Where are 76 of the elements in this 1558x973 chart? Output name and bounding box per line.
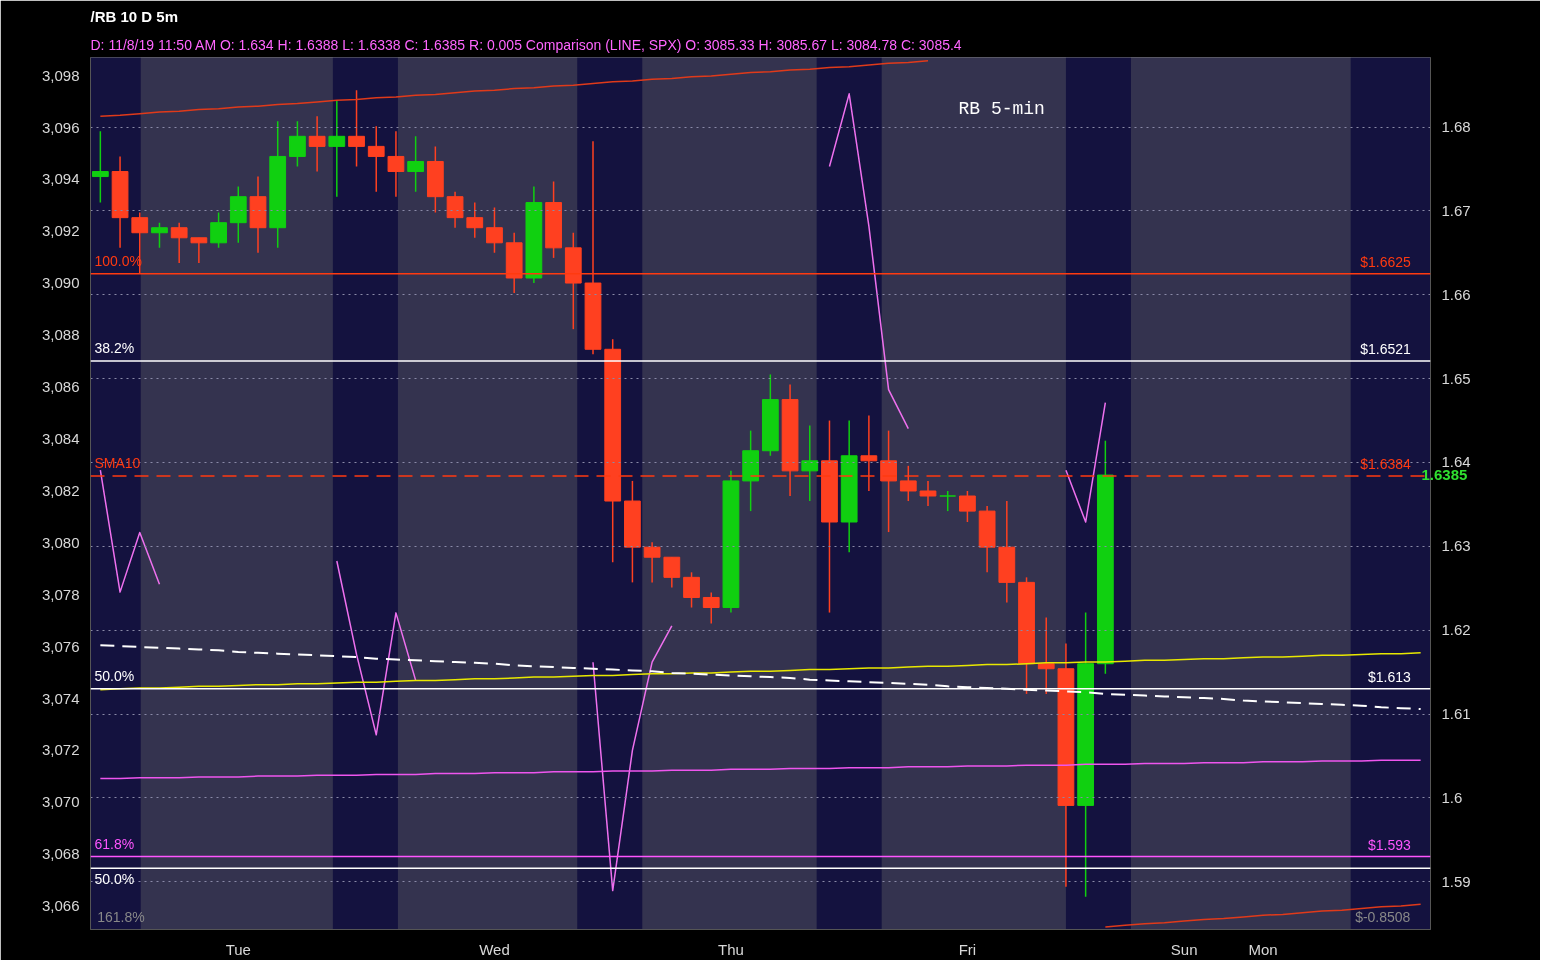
line-series [99,60,929,117]
candlestick [860,414,878,492]
y2-tick-label: 3,068 [41,845,80,863]
candlestick [702,591,720,625]
candlestick [289,120,306,168]
annotation: 61.8% [94,835,135,852]
candlestick [91,130,109,204]
y2-tick-label: 3,086 [41,378,80,396]
x-tick-label: Sun [1170,940,1198,958]
candlestick [407,135,425,193]
ref-line-label: $1.6384 [1360,455,1412,472]
y-tick-label: 1.6 [1441,788,1463,806]
candlestick [348,89,365,168]
y2-tick-label: 3,070 [41,793,80,811]
line-series [99,759,1422,780]
candlestick [683,571,700,609]
annotation: 161.8% [97,909,145,926]
candlestick [190,237,208,264]
y2-tick-label: 3,076 [41,637,80,655]
candlestick [939,490,957,512]
y2-tick-label: 3,082 [41,481,80,499]
chart-subtitle: D: 11/8/19 11:50 AM O: 1.634 H: 1.6388 L: 1.6338 C: 1.6385 R: 0.005 Comparison (LINE, SPX) O: 3085.33 H: 3085.67 L: 3084.78 C: 3085.4 [90,36,962,53]
annotation: $-0.8508 [1355,909,1411,926]
ref-line-label: $1.6625 [1360,253,1412,270]
y2-tick-label: 3,096 [41,118,80,136]
y2-tick-label: 3,094 [41,170,80,188]
candlestick [387,130,405,198]
y2-tick-label: 3,078 [41,585,80,603]
candlestick [210,211,227,249]
candlestick [959,490,976,523]
x-tick-label: Thu [718,940,744,958]
candlestick [170,221,188,264]
candlestick [643,541,661,584]
candlestick [367,125,385,193]
candlestick [486,206,503,254]
x-tick-label: Mon [1248,940,1278,958]
ref-line-label: $1.613 [1367,668,1412,685]
ref-line-label: $1.6521 [1360,341,1412,358]
candlestick [899,465,917,502]
candlestick [801,424,819,502]
y-tick-label: 1.67 [1441,201,1471,219]
x-tick-label: Tue [225,940,251,958]
y-tick-label: 1.59 [1441,872,1471,890]
chart-title: /RB 10 D 5m [90,7,179,25]
y2-tick-label: 3,074 [41,689,80,707]
y-tick-label: 1.61 [1441,705,1471,723]
y2-tick-label: 3,088 [41,326,80,344]
y2-tick-label: 3,090 [41,274,80,292]
candlestick [151,221,168,249]
candlestick [466,201,484,239]
annotation: 50.0% [94,667,135,684]
candlestick [880,429,897,533]
y2-tick-label: 3,084 [41,430,80,447]
candlestick [663,556,681,589]
candlestick [919,480,937,507]
y-tick-label: 1.66 [1441,285,1471,303]
y2-tick-label: 3,072 [41,741,80,759]
y-tick-label: 1.62 [1441,621,1471,639]
y-tick-label: 1.65 [1441,369,1471,387]
y-tick-label: 1.68 [1441,118,1471,136]
y2-tick-label: 3,080 [41,533,80,551]
y-tick-label: 1.63 [1441,537,1471,555]
y2-tick-label: 3,092 [41,222,80,240]
x-tick-label: Fri [958,940,977,958]
candlestick [328,100,346,198]
candlestick [308,115,326,173]
annotation: 50.0% [94,871,135,888]
y2-tick-label: 3,098 [41,66,80,84]
ref-line-label: $1.593 [1367,836,1412,853]
line-series [1104,903,1422,928]
y2-tick-label: 3,066 [41,897,80,915]
candlestick [446,190,464,229]
x-tick-label: Wed [479,940,510,958]
annotation: 38.2% [94,340,135,357]
annotation: SMA10 [94,454,141,471]
annotation: RB 5-min [958,98,1045,119]
